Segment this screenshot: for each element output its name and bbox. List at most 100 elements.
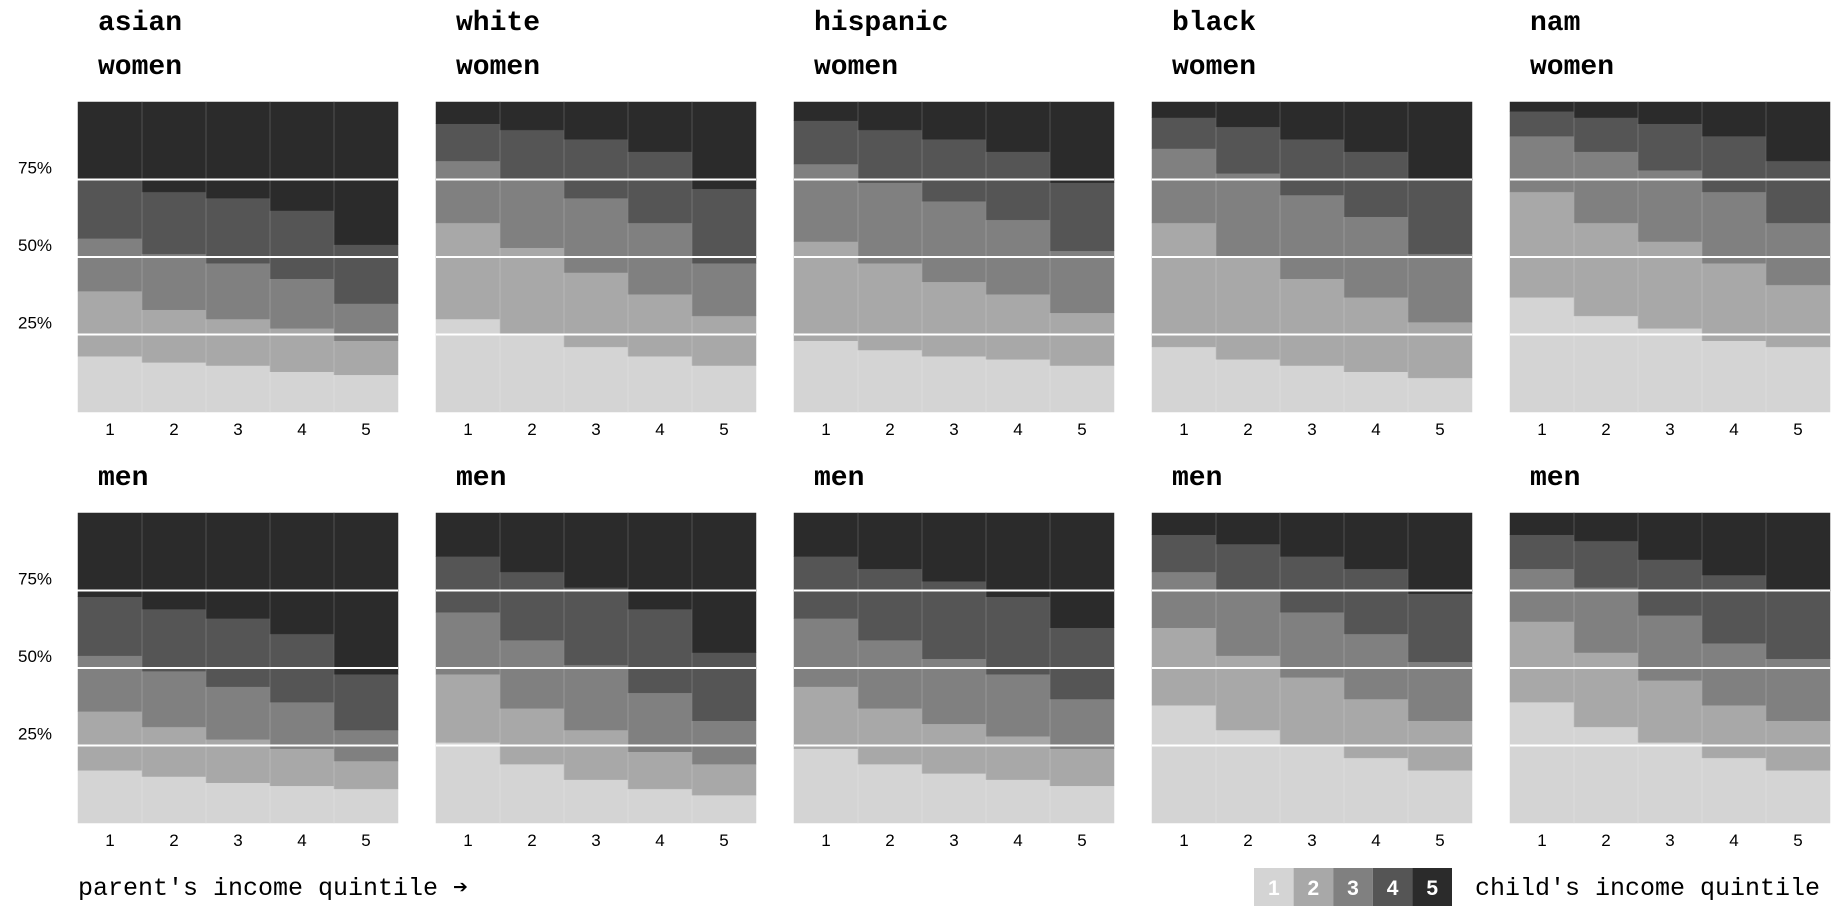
- bar-segment: [1573, 101, 1639, 118]
- bar-segment: [691, 315, 757, 366]
- x-tick-label: 1: [821, 831, 830, 850]
- bar-segment: [1343, 371, 1409, 413]
- chart-panel: white women 1 2 3 4 5: [435, 8, 757, 439]
- x-tick-label: 2: [169, 420, 178, 439]
- bar-segment: [1049, 182, 1115, 252]
- bar-segment: [269, 278, 335, 329]
- bar-segment: [499, 639, 565, 709]
- x-tick-label: 1: [1179, 831, 1188, 850]
- bar-segment: [435, 512, 501, 557]
- x-tick-label: 4: [1013, 420, 1022, 439]
- x-tick-label: 5: [1077, 420, 1086, 439]
- legend: 1 2 3 4 5: [1254, 868, 1452, 906]
- bar-segment: [205, 365, 271, 413]
- panel-subtitle: men: [1172, 463, 1222, 494]
- bar-segment: [563, 197, 629, 273]
- bar-segment: [627, 751, 693, 790]
- bar-segment: [793, 163, 859, 242]
- bar-segment: [499, 334, 565, 413]
- bar-segment: [205, 512, 271, 619]
- panel-subtitle: women: [814, 52, 898, 83]
- bar-segment: [563, 779, 629, 824]
- bar-segment: [857, 512, 923, 570]
- bar-segment: [1637, 123, 1703, 171]
- bar-segment: [435, 160, 501, 224]
- x-tick-label: 3: [949, 420, 958, 439]
- bar-segment: [627, 788, 693, 824]
- panel-title: asian: [98, 8, 182, 39]
- bar-segment: [857, 568, 923, 641]
- x-tick-label: 4: [1371, 420, 1380, 439]
- legend-swatch: [1412, 868, 1452, 906]
- bar-segment: [1701, 135, 1767, 193]
- panel-subtitle: men: [814, 463, 864, 494]
- bar-segment: [1765, 512, 1831, 591]
- bar-segment: [1343, 151, 1409, 217]
- bar-segment: [1765, 590, 1831, 659]
- x-tick-label: 5: [361, 831, 370, 850]
- bar-segment: [1573, 726, 1639, 824]
- bar-segment: [435, 611, 501, 675]
- bar-segment: [1279, 101, 1345, 140]
- bar-segment: [563, 272, 629, 348]
- bar-segment: [1701, 704, 1767, 759]
- bar-segment: [269, 512, 335, 635]
- bar-segment: [269, 785, 335, 824]
- x-tick-label: 1: [1537, 831, 1546, 850]
- legend-item: 2: [1293, 868, 1334, 906]
- bar-segment: [985, 512, 1051, 597]
- bar-segment: [77, 290, 143, 357]
- bar-segment: [691, 101, 757, 190]
- bar-segment: [435, 123, 501, 162]
- bar-segment: [1151, 101, 1217, 118]
- bar-segment: [1215, 101, 1281, 128]
- bar-segment: [1637, 742, 1703, 824]
- bar-segment: [985, 673, 1051, 737]
- bar-segment: [333, 340, 399, 376]
- bar-segment: [857, 262, 923, 351]
- legend-item: 1: [1254, 868, 1294, 906]
- bar-segment: [1637, 101, 1703, 124]
- bar-segment: [627, 101, 693, 152]
- bar-segment: [1573, 151, 1639, 224]
- bar-segment: [1573, 512, 1639, 542]
- bar-segment: [1509, 135, 1575, 193]
- x-tick-label: 1: [1537, 420, 1546, 439]
- bar-segment: [1701, 574, 1767, 644]
- bar-segment: [1215, 126, 1281, 174]
- bar-segment: [1407, 512, 1473, 594]
- bar-segment: [793, 120, 859, 165]
- x-tick-label: 2: [1243, 831, 1252, 850]
- x-tick-label: 4: [1729, 831, 1738, 850]
- bar-segment: [333, 760, 399, 790]
- bar-segment: [77, 770, 143, 824]
- bar-segment: [857, 708, 923, 765]
- x-tick-label: 5: [1435, 831, 1444, 850]
- bar-segment: [627, 608, 693, 694]
- legend-item: 4: [1372, 868, 1413, 906]
- bar-segment: [269, 210, 335, 279]
- bar-segment: [1701, 191, 1767, 264]
- bar-segment: [141, 362, 207, 413]
- x-tick-label: 1: [821, 420, 830, 439]
- bar-segment: [1343, 633, 1409, 700]
- bar-segment: [921, 512, 987, 582]
- bar-segment: [499, 101, 565, 131]
- panel-title: white: [456, 8, 540, 39]
- bar-segment: [1279, 745, 1345, 824]
- panel-subtitle: women: [1530, 52, 1614, 83]
- bar-segment: [1343, 512, 1409, 570]
- bar-segment: [333, 374, 399, 413]
- legend-label: 5: [1426, 877, 1438, 900]
- bar-segment: [1701, 512, 1767, 576]
- bar-segment: [1573, 315, 1639, 413]
- x-tick-label: 4: [1371, 831, 1380, 850]
- bar-segment: [563, 587, 629, 666]
- panel-subtitle: women: [98, 52, 182, 83]
- bar-segment: [1407, 321, 1473, 379]
- bar-segment: [921, 658, 987, 725]
- bar-segment: [563, 138, 629, 199]
- bar-segment: [1509, 191, 1575, 298]
